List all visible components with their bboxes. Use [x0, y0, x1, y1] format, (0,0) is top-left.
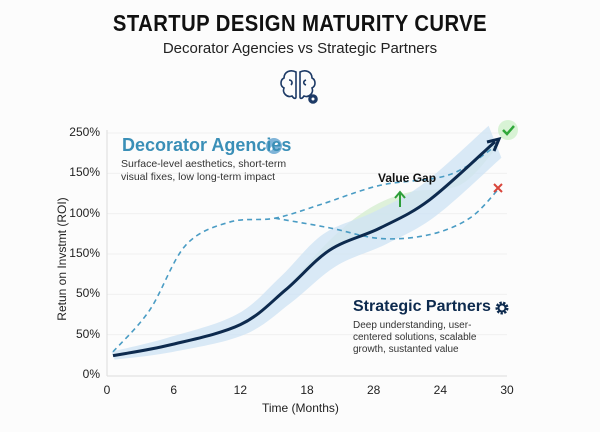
y-tick-label: 250% [69, 125, 100, 139]
decorator-description: Surface-level aesthetics, short-term vis… [121, 158, 287, 183]
arrow-up-icon [394, 190, 406, 207]
x-tick-label: 28 [366, 383, 381, 397]
y-tick-label: 150% [69, 165, 100, 180]
x-tick-label: 24 [433, 383, 447, 397]
brush-icon [266, 138, 282, 154]
gear-icon [495, 301, 509, 315]
x-axis-label: Time (Months) [262, 401, 339, 415]
y-tick-label: 50% [75, 286, 100, 301]
x-tick-label: 12 [233, 383, 247, 397]
y-axis-label: Retun on Invstmt (ROI) [55, 197, 69, 321]
x-tick-label: 18 [300, 383, 314, 397]
strategic-line [112, 140, 496, 358]
strategic-description: Deep understanding, user-centered soluti… [353, 320, 477, 355]
check-icon [498, 120, 518, 140]
chart-subtitle: Decorator Agencies vs Strategic Partners [162, 40, 438, 57]
y-tick-label: 50% [75, 326, 100, 341]
x-tick-label: 6 [170, 383, 177, 397]
x-tick-label: 0 [103, 383, 111, 397]
y-tick-label: 150% [69, 246, 100, 260]
chart-title: STARTUP DESIGN MATURITY CURVE [112, 10, 488, 36]
value-gap-label: Value Gap [378, 171, 437, 185]
y-tick-label: 0% [82, 367, 100, 381]
y-tick-label: 100% [69, 205, 100, 220]
arrowhead [486, 136, 502, 152]
strategic-title: Strategic Partners [353, 298, 491, 315]
brain-gear-icon [280, 70, 318, 104]
x-tick-label: 30 [500, 383, 514, 397]
decorator-title: Decorator Agencies [122, 135, 292, 155]
x-icon [493, 183, 503, 193]
